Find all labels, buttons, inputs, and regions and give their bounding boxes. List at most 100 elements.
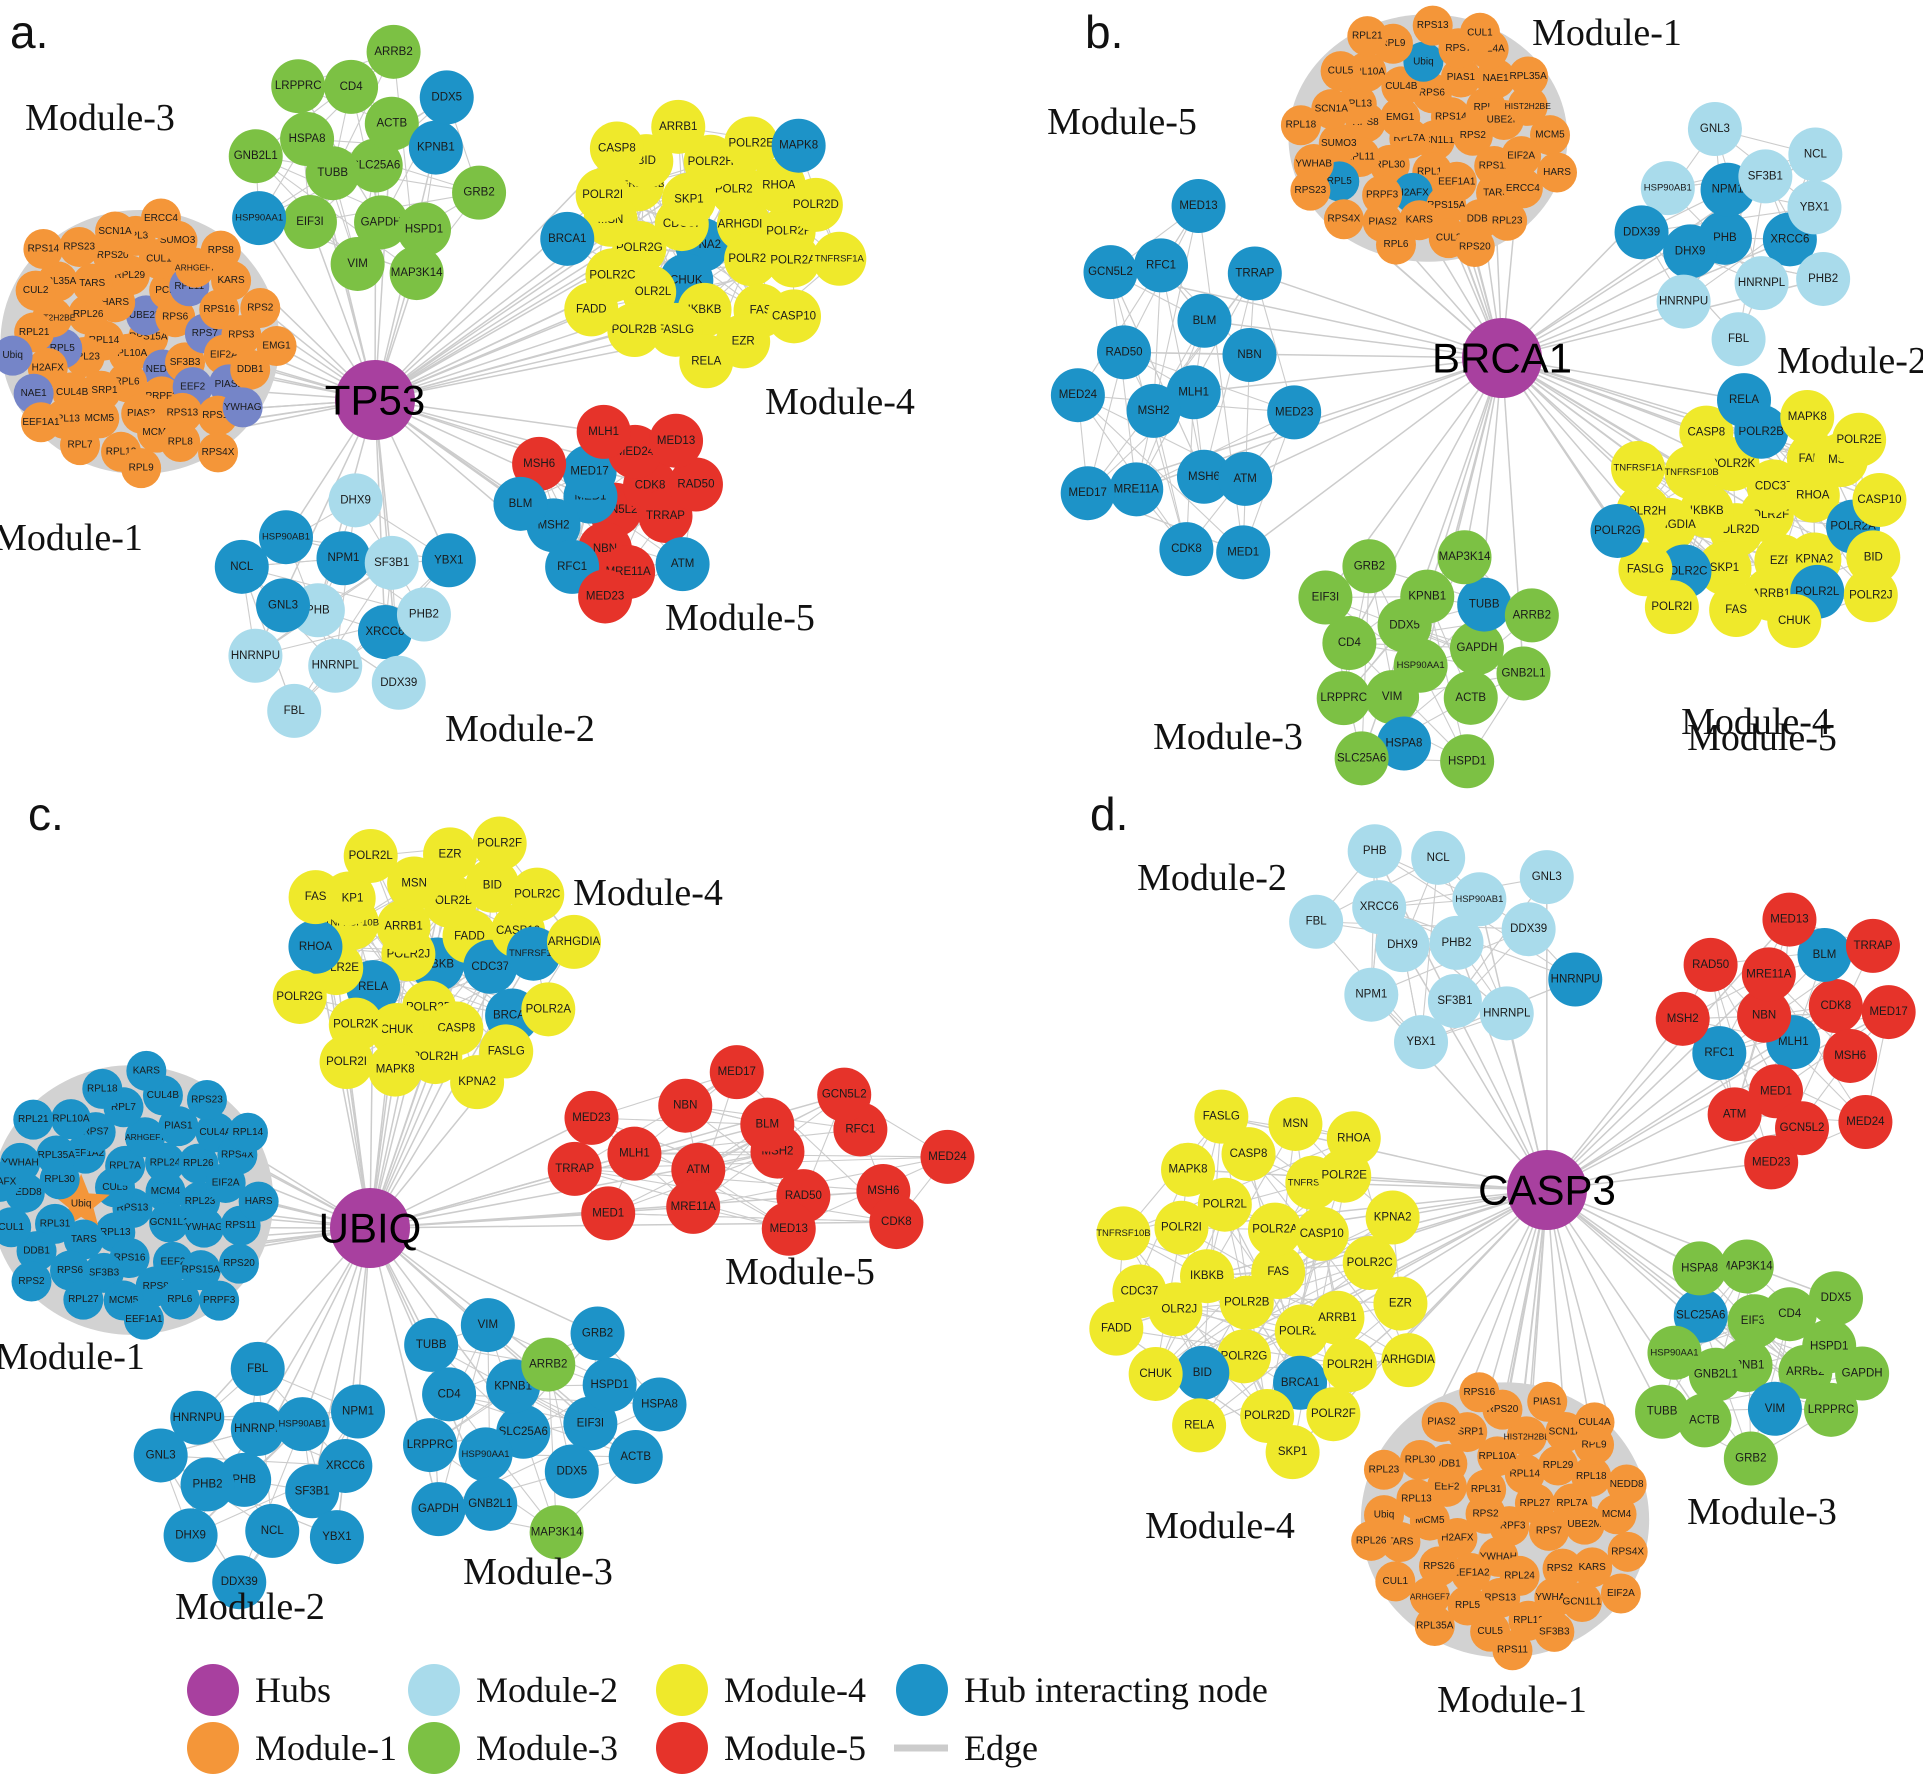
node-hsp90aa1[interactable]: HSP90AA1	[458, 1427, 513, 1482]
node-polr2b[interactable]: POLR2B	[1219, 1275, 1274, 1330]
node-rps4x[interactable]: RPS4X	[1323, 199, 1364, 240]
node-ybx1[interactable]: YBX1	[1394, 1015, 1449, 1070]
node-ybx1[interactable]: YBX1	[309, 1510, 364, 1565]
node-gnb2l1[interactable]: GNB2L1	[228, 129, 283, 184]
hub-node-tp53[interactable]: TP53	[325, 360, 425, 440]
node-npm1[interactable]: NPM1	[316, 531, 371, 586]
node-gnl3[interactable]: GNL3	[1519, 850, 1574, 905]
node-med23[interactable]: MED23	[1267, 385, 1322, 440]
node-trrap[interactable]: TRRAP	[1227, 246, 1282, 301]
node-pias2[interactable]: PIAS2	[1421, 1401, 1462, 1442]
node-ddx39[interactable]: DDX39	[212, 1555, 267, 1610]
node-cd4[interactable]: CD4	[1762, 1287, 1817, 1342]
node-skp1[interactable]: SKP1	[1697, 541, 1752, 596]
node-polr2e[interactable]: POLR2E	[724, 116, 779, 171]
node-sf3b1[interactable]: SF3B1	[364, 535, 419, 590]
node-blm[interactable]: BLM	[1177, 293, 1232, 348]
node-kpna2[interactable]: KPNA2	[450, 1055, 505, 1110]
node-msn[interactable]: MSN	[1268, 1096, 1323, 1151]
node-hars[interactable]: HARS	[238, 1181, 279, 1222]
node-vim[interactable]: VIM	[330, 236, 385, 291]
node-cul1[interactable]: CUL1	[1375, 1561, 1416, 1602]
node-cd4[interactable]: CD4	[1322, 616, 1377, 671]
node-grb2[interactable]: GRB2	[570, 1306, 625, 1361]
node-grb2[interactable]: GRB2	[1723, 1431, 1778, 1486]
node-med13[interactable]: MED13	[649, 413, 704, 468]
node-atm[interactable]: ATM	[655, 537, 710, 592]
node-hsp90ab1[interactable]: HSP90AB1	[1452, 872, 1507, 927]
node-rpl23[interactable]: RPL23	[1363, 1449, 1404, 1490]
node-rpl18[interactable]: RPL18	[1280, 105, 1321, 146]
node-mlh1[interactable]: MLH1	[607, 1126, 662, 1181]
node-rps23[interactable]: RPS23	[186, 1080, 227, 1121]
node-rad50[interactable]: RAD50	[668, 457, 723, 512]
node-lrpprc[interactable]: LRPPRC	[1316, 671, 1371, 726]
node-ercc4[interactable]: ERCC4	[1502, 168, 1543, 209]
node-gcn1l1[interactable]: GCN1L1	[1562, 1582, 1603, 1623]
node-hspa8[interactable]: HSPA8	[1376, 716, 1431, 771]
node-lrpprc[interactable]: LRPPRC	[1804, 1382, 1859, 1437]
node-rpl14[interactable]: RPL14	[227, 1112, 268, 1153]
node-msn[interactable]: MSN	[387, 856, 442, 911]
node-pias1[interactable]: PIAS1	[1440, 57, 1481, 98]
node-rpl35a[interactable]: RPL35A	[1414, 1606, 1455, 1647]
node-eef1a2[interactable]: EEF1A2	[1450, 1553, 1491, 1594]
node-rps2[interactable]: RPS2	[11, 1261, 52, 1302]
node-chuk[interactable]: CHUK	[1767, 594, 1822, 649]
node-gnb2l1[interactable]: GNB2L1	[1496, 646, 1551, 701]
node-fbl[interactable]: FBL	[1711, 312, 1766, 367]
node-slc25a6[interactable]: SLC25A6	[1334, 731, 1389, 786]
node-polr2b[interactable]: POLR2B	[607, 303, 662, 358]
node-ddb1[interactable]: DDB1	[16, 1231, 57, 1272]
node-npm1[interactable]: NPM1	[331, 1384, 386, 1439]
node-rps13[interactable]: RPS13	[1480, 1577, 1521, 1618]
node-mapk8[interactable]: MAPK8	[368, 1042, 423, 1097]
node-rpl5[interactable]: RPL5	[1447, 1585, 1488, 1626]
node-ncl[interactable]: NCL	[1411, 830, 1466, 885]
node-ncl[interactable]: NCL	[214, 539, 269, 594]
node-gnl3[interactable]: GNL3	[133, 1428, 188, 1483]
node-cdk8[interactable]: CDK8	[1808, 979, 1863, 1034]
node-med1[interactable]: MED1	[581, 1186, 636, 1241]
node-tnfrsf1a[interactable]: TNFRSF1A	[1610, 441, 1665, 496]
node-skp1[interactable]: SKP1	[1265, 1425, 1320, 1480]
node-casp8[interactable]: CASP8	[1679, 405, 1734, 460]
node-cul1[interactable]: CUL1	[0, 1207, 32, 1248]
node-npm1[interactable]: NPM1	[1344, 967, 1399, 1022]
node-rpl18[interactable]: RPL18	[1571, 1456, 1612, 1497]
node-med1[interactable]: MED1	[1216, 525, 1271, 580]
node-mlh1[interactable]: MLH1	[576, 404, 631, 459]
node-polr2c[interactable]: POLR2C	[510, 867, 565, 922]
node-cul4a[interactable]: CUL4A	[1574, 1402, 1615, 1443]
node-rpl31[interactable]: RPL31	[1466, 1469, 1507, 1510]
node-polr2g[interactable]: POLR2G	[272, 969, 327, 1024]
node-phb[interactable]: PHB	[1347, 824, 1402, 879]
hub-node-ubiq[interactable]: UBIQ	[319, 1188, 422, 1268]
node-tnfrsf1a[interactable]: TNFRSF1A	[812, 231, 867, 286]
node-ubiq[interactable]: Ubiq	[52, 1173, 110, 1229]
node-med17[interactable]: MED17	[709, 1045, 764, 1100]
node-mcm5[interactable]: MCM5	[1530, 115, 1571, 156]
node-ube2m[interactable]: UBE2M	[1564, 1504, 1605, 1545]
node-mre11a[interactable]: MRE11A	[666, 1179, 721, 1234]
node-gcn1l1[interactable]: GCN1L1	[149, 1202, 190, 1243]
node-rad50[interactable]: RAD50	[1096, 325, 1151, 380]
node-phb2[interactable]: PHB2	[180, 1457, 235, 1512]
node-fbl[interactable]: FBL	[230, 1341, 285, 1396]
node-mlh1[interactable]: MLH1	[1166, 365, 1221, 420]
node-rpl30[interactable]: RPL30	[1400, 1439, 1441, 1480]
node-rpl9[interactable]: RPL9	[121, 448, 162, 489]
node-rela[interactable]: RELA	[679, 334, 734, 389]
node-rpl6[interactable]: RPL6	[1375, 224, 1416, 265]
node-fbl[interactable]: FBL	[267, 683, 322, 738]
node-polr2g[interactable]: POLR2G	[1590, 503, 1645, 558]
node-gnb2l1[interactable]: GNB2L1	[463, 1476, 518, 1531]
node-kpnb1[interactable]: KPNB1	[1400, 569, 1455, 624]
node-map3k14[interactable]: MAP3K14	[529, 1505, 584, 1560]
node-vim[interactable]: VIM	[460, 1298, 515, 1353]
node-ddx39[interactable]: DDX39	[371, 655, 426, 710]
node-rpl27[interactable]: RPL27	[63, 1279, 104, 1320]
node-rps11[interactable]: RPS11	[1492, 1630, 1533, 1671]
node-rpl35a[interactable]: RPL35A	[36, 1135, 77, 1176]
node-rpl26[interactable]: RPL26	[68, 294, 109, 335]
